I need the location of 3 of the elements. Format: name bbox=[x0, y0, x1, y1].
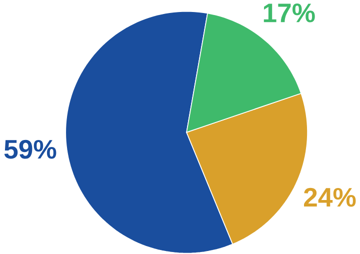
data-label: 24% bbox=[304, 188, 356, 207]
data-label: 17% bbox=[264, 4, 315, 22]
data-label: 59% bbox=[4, 140, 56, 159]
